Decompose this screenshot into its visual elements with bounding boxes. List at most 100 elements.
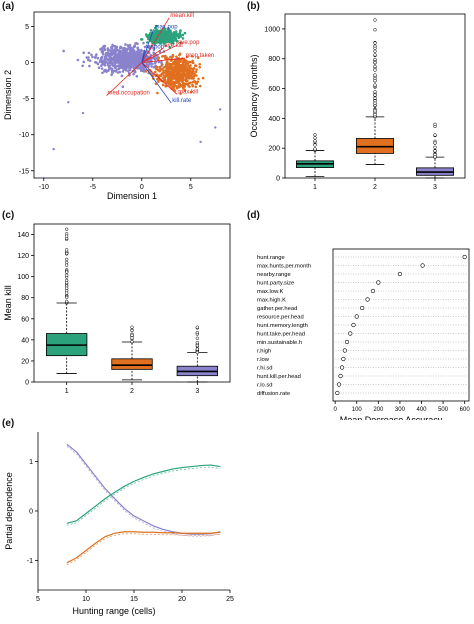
x-axis-label: Hunting range (cells) bbox=[72, 606, 155, 616]
scatter-point-purple bbox=[115, 48, 119, 52]
scatter-point-orange bbox=[198, 84, 202, 88]
scatter-point-purple bbox=[137, 66, 141, 70]
outlier-point bbox=[65, 286, 69, 290]
outlier-point bbox=[373, 57, 377, 62]
scatter-point-orange bbox=[184, 77, 188, 81]
outlier-point bbox=[65, 251, 69, 256]
scatter-point-orange bbox=[179, 92, 182, 95]
scatter-point-orange bbox=[184, 73, 187, 76]
scatter-point-orange bbox=[185, 79, 188, 83]
series-line-dashed-purple bbox=[66, 446, 221, 537]
outlier-point bbox=[130, 328, 134, 333]
outlier-point bbox=[65, 273, 69, 278]
scatter-point-purple bbox=[153, 57, 157, 61]
importance-dot bbox=[336, 382, 342, 387]
mean-kill-boxplot: 1 2 3 0 20 40 60 80 100 120 140 Mean kill bbox=[3, 223, 231, 395]
outlier-point bbox=[373, 90, 377, 94]
x-tick-label: 500 bbox=[438, 407, 449, 413]
outlier-point bbox=[130, 340, 134, 344]
scatter-point-green bbox=[170, 33, 173, 37]
scatter-point-orange bbox=[198, 62, 202, 66]
variable-label: diffusion.rate bbox=[257, 391, 290, 397]
scatter-point-orange bbox=[167, 78, 171, 81]
y-tick-label: -5 bbox=[23, 96, 29, 103]
scatter-point-green bbox=[178, 32, 182, 35]
scatter-point-orange bbox=[175, 72, 179, 76]
scatter-point-purple bbox=[137, 48, 140, 52]
scatter-point-green bbox=[163, 35, 167, 39]
scatter-point-purple bbox=[127, 57, 130, 61]
scatter-point-green bbox=[139, 38, 143, 41]
scatter-point-purple bbox=[151, 62, 154, 66]
scatter-point-green bbox=[168, 45, 172, 49]
scatter-point-green bbox=[147, 37, 150, 41]
panel-e-label: (e) bbox=[2, 418, 15, 429]
scatter-point-orange bbox=[172, 87, 175, 91]
scatter-point-purple bbox=[136, 42, 139, 46]
scatter-point-purple bbox=[131, 54, 135, 57]
importance-dot bbox=[365, 297, 370, 302]
scatter-point-purple bbox=[104, 52, 108, 55]
outlier-point bbox=[65, 295, 69, 300]
x-tick-label: 200 bbox=[373, 407, 384, 413]
scatter-point-orange bbox=[177, 74, 180, 78]
scatter-point-green bbox=[183, 31, 187, 35]
scatter-point-orange bbox=[156, 68, 160, 71]
scatter-point-purple bbox=[107, 66, 111, 69]
scatter-point-purple bbox=[110, 73, 113, 77]
panel-c-label: (c) bbox=[2, 210, 15, 221]
scatter-point-orange bbox=[185, 55, 189, 59]
outlier-point bbox=[195, 340, 199, 345]
y-tick-label: 0 bbox=[25, 380, 29, 387]
scatter-point-orange bbox=[186, 72, 190, 75]
outlier-point bbox=[65, 234, 69, 238]
x-tick-label: -5 bbox=[90, 184, 96, 191]
outlier-point bbox=[373, 73, 377, 77]
scatter-point-orange bbox=[195, 82, 199, 85]
variable-label: r.hi.sd bbox=[257, 366, 272, 372]
variable-label: r.lo.sd bbox=[257, 383, 272, 389]
scatter-point-purple bbox=[122, 52, 125, 56]
x-tick-label: 5 bbox=[189, 184, 193, 191]
scatter-point-purple bbox=[108, 53, 111, 57]
scatter-point-green bbox=[149, 28, 153, 32]
scatter-point-purple bbox=[113, 69, 116, 73]
loading-label: tot.pop bbox=[146, 45, 165, 51]
scatter-point-orange bbox=[161, 55, 164, 58]
loading-label: max.kill bbox=[178, 89, 198, 95]
scatter-point-purple bbox=[121, 85, 125, 89]
scatter-point-orange bbox=[163, 57, 167, 60]
variable-label: hunt.kill.per.head bbox=[257, 374, 301, 380]
y-tick-label: 0 bbox=[276, 176, 280, 183]
scatter-point-orange bbox=[172, 71, 175, 74]
scatter-point-orange bbox=[181, 70, 184, 73]
x-tick-label: 400 bbox=[417, 407, 428, 413]
y-tick-label: 120 bbox=[17, 253, 29, 260]
scatter-point-orange bbox=[169, 83, 173, 86]
outlier-point bbox=[313, 133, 317, 137]
outlier-point bbox=[65, 260, 69, 265]
scatter-point-purple bbox=[100, 57, 103, 60]
scatter-point-purple bbox=[121, 57, 125, 60]
scatter-point-green bbox=[179, 35, 183, 38]
variable-label: hunt.memory.length bbox=[257, 323, 308, 329]
scatter-point-green bbox=[155, 41, 159, 44]
x-tick-label: 2 bbox=[130, 388, 134, 395]
scatter-point-orange bbox=[197, 77, 200, 81]
scatter-point-orange bbox=[190, 67, 193, 70]
scatter-outlier bbox=[81, 111, 85, 115]
scatter-point-orange bbox=[144, 70, 148, 73]
y-tick-label: -10 bbox=[19, 132, 29, 139]
scatter-point-green bbox=[168, 40, 171, 44]
scatter-outlier bbox=[199, 140, 202, 144]
y-tick-label: 200 bbox=[268, 146, 280, 153]
scatter-point-orange bbox=[173, 59, 177, 63]
scatter-point-purple bbox=[118, 53, 121, 56]
scatter-point-orange bbox=[195, 68, 198, 71]
scatter-point-orange bbox=[189, 74, 193, 77]
loading-arrow bbox=[141, 62, 172, 104]
pca-biplot: mean.kill max.pop ave.pop tot.pop ave.kill pr… bbox=[3, 11, 231, 201]
scatter-point-purple bbox=[113, 61, 117, 65]
scatter-point-purple bbox=[62, 49, 65, 53]
scatter-point-purple bbox=[150, 65, 153, 68]
